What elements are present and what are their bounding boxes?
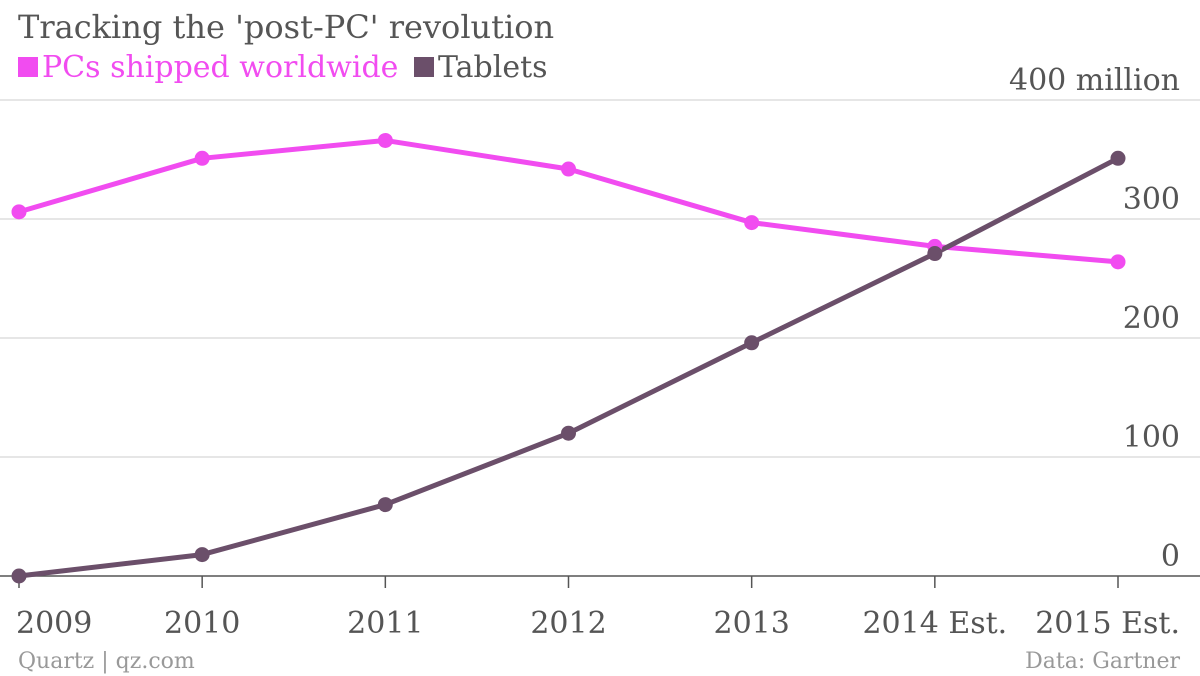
data-point-tablets <box>744 335 760 351</box>
x-tick-label: 2015 Est. <box>1035 606 1180 641</box>
x-tick-label: 2013 <box>713 606 789 641</box>
chart-title: Tracking the 'post-PC' revolution <box>18 8 555 46</box>
legend: PCs shipped worldwide Tablets <box>18 50 554 85</box>
gridlines <box>0 99 1200 577</box>
series-lines <box>16 137 1121 579</box>
legend-item-tablets: Tablets <box>413 50 548 85</box>
legend-label-pcs: PCs shipped worldwide <box>42 50 399 85</box>
x-tick-label: 2010 <box>164 606 240 641</box>
data-point-tablets <box>927 246 943 262</box>
data-point-pcs <box>744 215 760 231</box>
y-tick-label: 0 <box>1161 539 1180 574</box>
y-tick-label: 300 <box>1123 182 1180 217</box>
legend-swatch-tablets <box>413 57 434 77</box>
data-point-tablets <box>377 497 393 513</box>
legend-item-pcs: PCs shipped worldwide <box>18 50 398 85</box>
x-tick-label: 2012 <box>530 606 606 641</box>
data-point-tablets <box>1110 150 1126 166</box>
source-text: Data: Gartner <box>1025 649 1180 674</box>
data-point-pcs <box>377 132 393 148</box>
data-point-tablets <box>194 547 210 563</box>
data-point-pcs <box>11 204 27 220</box>
x-tick-label: 2014 Est. <box>862 606 1007 641</box>
y-axis-labels: 0 100 200 300 400 million <box>1009 63 1180 574</box>
data-point-tablets <box>561 425 576 441</box>
data-point-pcs <box>194 150 210 166</box>
series-points <box>11 132 1126 584</box>
x-axis: 2009 2010 2011 2012 2013 2014 Est. 2015 Est. <box>16 576 1180 641</box>
data-point-tablets <box>11 568 27 584</box>
x-tick-label: 2011 <box>347 606 423 641</box>
y-tick-label: 400 million <box>1009 63 1180 98</box>
legend-swatch-pcs <box>18 57 38 77</box>
y-tick-label: 200 <box>1123 301 1180 336</box>
data-point-pcs <box>561 161 576 177</box>
legend-label-tablets: Tablets <box>437 50 548 85</box>
data-point-pcs <box>1110 254 1126 270</box>
y-tick-label: 100 <box>1123 420 1180 455</box>
x-tick-label: 2009 <box>16 606 92 641</box>
credit-text: Quartz | qz.com <box>18 649 195 674</box>
series-line-tablets <box>16 155 1121 579</box>
